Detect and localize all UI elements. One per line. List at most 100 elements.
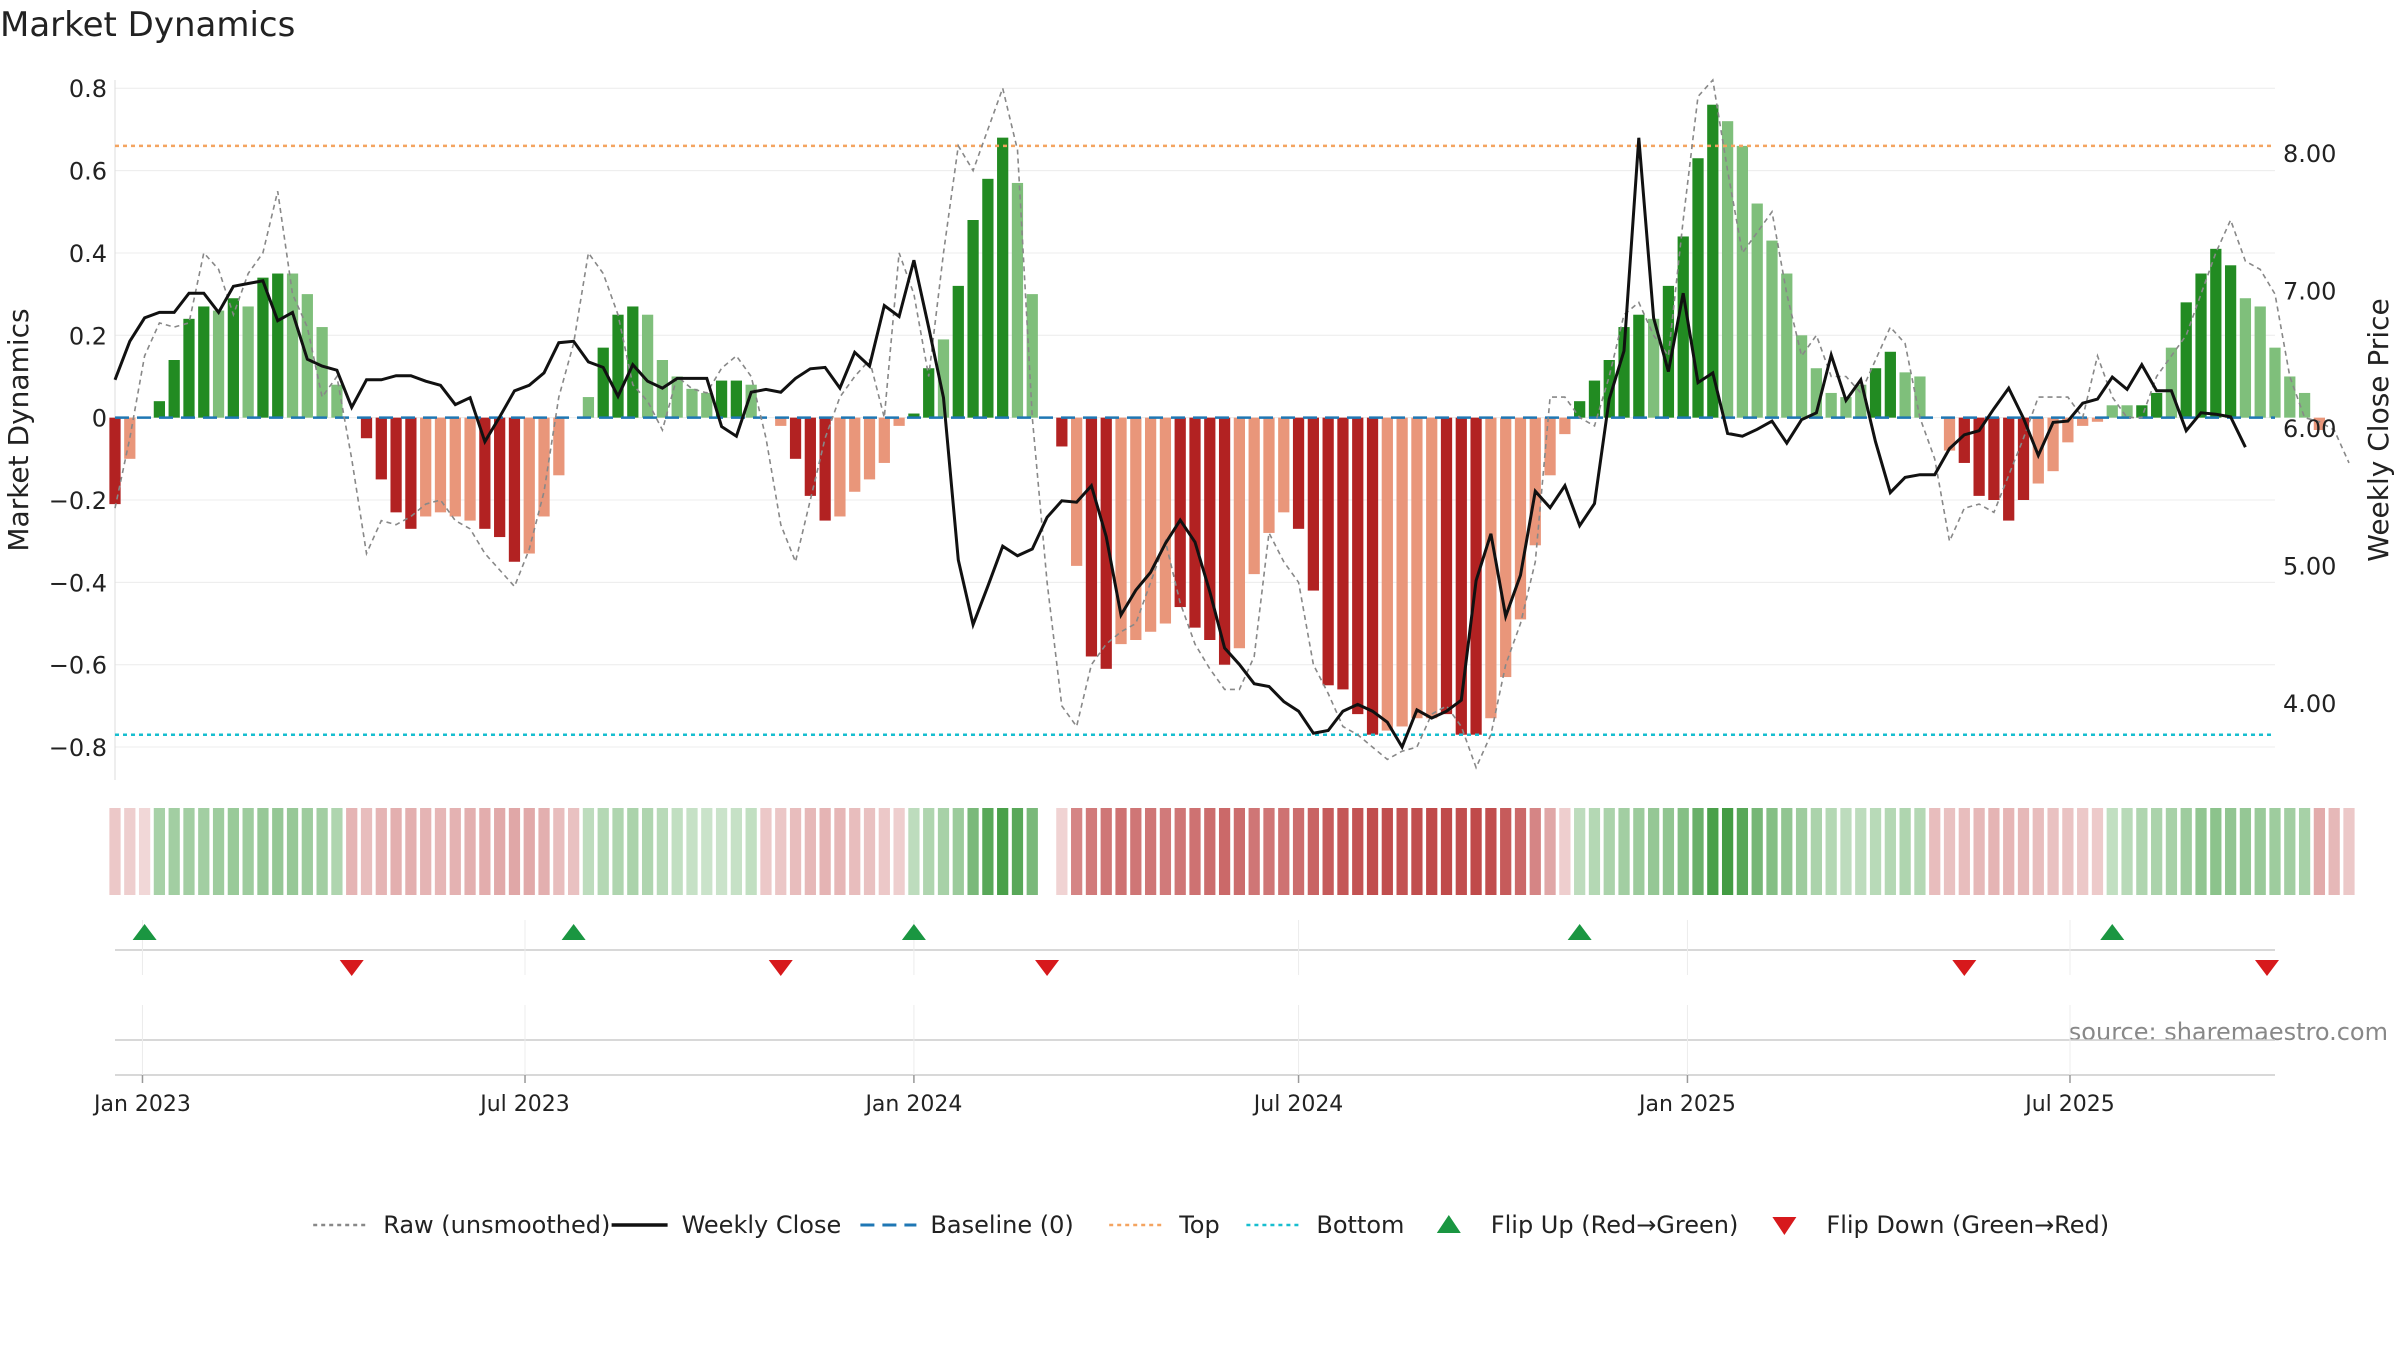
legend-item: Bottom [1246, 1211, 1404, 1239]
momentum-bar [1426, 417, 1438, 719]
momentum-bar [1973, 417, 1985, 496]
heat-cell [1766, 808, 1778, 895]
momentum-bar [1707, 104, 1719, 418]
legend-label: Weekly Close [682, 1211, 842, 1239]
momentum-bar [1810, 368, 1822, 418]
heat-cell [1648, 808, 1660, 895]
heat-cell [2298, 808, 2311, 895]
heat-cell [775, 808, 787, 895]
momentum-bar [375, 417, 387, 480]
momentum-bar [1485, 417, 1497, 719]
heat-cell [1869, 808, 1882, 895]
heat-cell [997, 808, 1009, 895]
momentum-bar [1500, 417, 1512, 678]
legend-item: Flip Down (Green→Red) [1772, 1211, 2109, 1239]
momentum-bar [1677, 236, 1689, 418]
heat-cell [1736, 808, 1749, 895]
momentum-bar [1855, 384, 1867, 418]
momentum-bar [272, 273, 284, 418]
momentum-bar [775, 417, 787, 426]
legend-label: Baseline (0) [930, 1211, 1073, 1239]
y2-tick-label: 5.00 [2283, 552, 2336, 580]
momentum-bar [819, 417, 831, 521]
heat-cell [1130, 808, 1142, 895]
heat-cell [1337, 808, 1349, 895]
momentum-bar [1914, 376, 1926, 418]
momentum-bar [198, 306, 210, 418]
legend-label: Flip Down (Green→Red) [1826, 1211, 2109, 1239]
heat-cell [597, 808, 609, 895]
flip-up-marker [2100, 924, 2125, 940]
y2-tick-label: 8.00 [2283, 140, 2336, 168]
raw-series-line [114, 78, 2350, 770]
momentum-bar [538, 417, 550, 517]
heat-cell [671, 808, 683, 895]
momentum-bar [878, 417, 890, 463]
momentum-bar [316, 327, 328, 418]
heat-cell [2077, 808, 2089, 895]
momentum-bar [1204, 417, 1216, 640]
momentum-bar [168, 360, 180, 418]
heat-cell [375, 808, 387, 895]
legend-label: Flip Up (Red→Green) [1491, 1211, 1739, 1239]
heat-cell [1514, 808, 1527, 895]
momentum-bar [1085, 417, 1098, 657]
momentum-bar [286, 273, 299, 418]
momentum-bar [1884, 351, 1896, 418]
heat-cell [641, 808, 654, 895]
momentum-bar [582, 397, 595, 418]
momentum-bar [1736, 145, 1749, 418]
heat-cell [138, 808, 151, 895]
momentum-bar [745, 384, 757, 418]
heat-cell [760, 808, 772, 895]
momentum-bar [1825, 392, 1837, 418]
momentum-bar [1337, 417, 1349, 690]
x-tick-label: Jul 2023 [478, 1092, 570, 1117]
heat-cell [1943, 808, 1956, 895]
heat-cell [863, 808, 876, 895]
momentum-bar [789, 417, 802, 459]
heat-cell [2151, 808, 2163, 895]
momentum-bar [449, 417, 461, 517]
chart-title: Market Dynamics [0, 5, 295, 45]
momentum-bar [597, 347, 609, 418]
x-tick-label: Jul 2025 [2023, 1092, 2115, 1117]
flip-up-marker [901, 924, 926, 940]
heat-cell [1603, 808, 1615, 895]
heat-cell [523, 808, 535, 895]
y-tick-label: −0.8 [49, 734, 107, 762]
y2-axis-label: Weekly Close Price [2362, 298, 2395, 561]
y2-tick-label: 7.00 [2283, 277, 2336, 305]
momentum-bar [1633, 314, 1645, 418]
momentum-bar [2224, 265, 2237, 418]
y-tick-label: 0.4 [69, 240, 107, 268]
momentum-bar [1115, 417, 1127, 645]
momentum-bar [1869, 368, 1882, 418]
heat-cell [1307, 808, 1319, 895]
heat-cell [908, 808, 920, 895]
momentum-bar [1574, 401, 1586, 418]
heat-cell [1884, 808, 1896, 895]
heat-cell [1233, 808, 1246, 895]
momentum-bar [997, 137, 1009, 418]
momentum-bar [1943, 417, 1956, 451]
heat-cell [1588, 808, 1601, 895]
heat-cell [346, 808, 358, 895]
flip-down-marker [339, 960, 364, 976]
momentum-bar [2195, 273, 2207, 418]
momentum-bar [1411, 417, 1423, 719]
heat-cell [272, 808, 284, 895]
heat-cell [1485, 808, 1497, 895]
heat-cell [1470, 808, 1482, 895]
heat-cell [508, 808, 521, 895]
heat-cell [1958, 808, 1970, 895]
heat-cell [1426, 808, 1438, 895]
source-label: source: sharemaestro.com [2069, 1018, 2388, 1046]
heat-cell [390, 808, 402, 895]
heat-cell [405, 808, 417, 895]
heat-cell [2032, 808, 2044, 895]
heat-cell [1263, 808, 1275, 895]
momentum-bar [2269, 347, 2281, 418]
legend-item: Baseline (0) [860, 1211, 1074, 1239]
